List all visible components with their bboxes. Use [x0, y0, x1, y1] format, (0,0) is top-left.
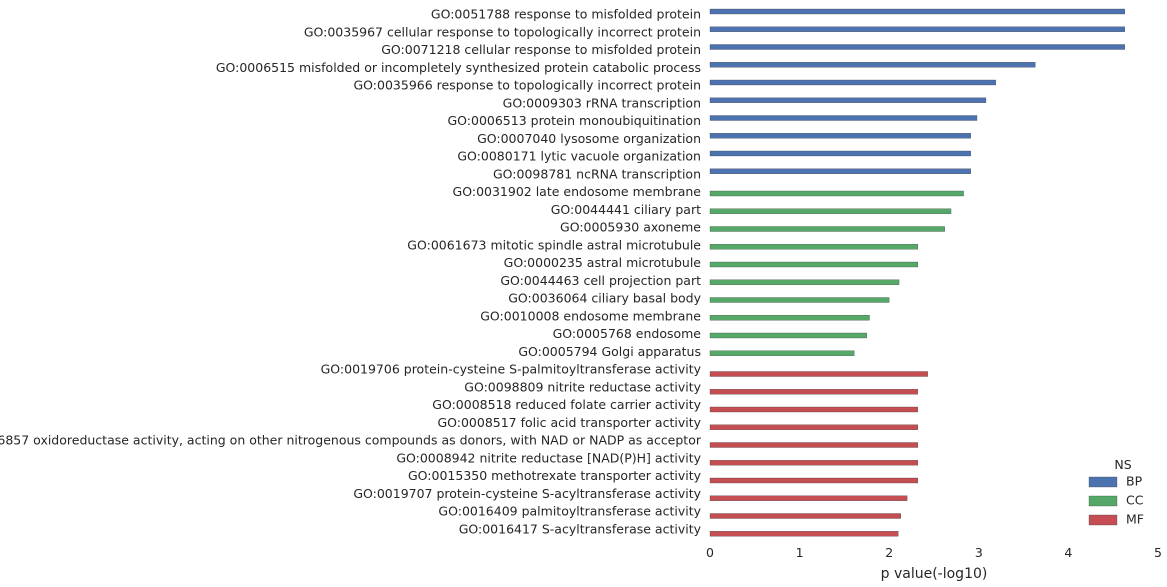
category-label: GO:0005930 axoneme	[560, 220, 701, 235]
bar-12	[709, 226, 945, 232]
category-label: GO:0044463 cell projection part	[500, 273, 701, 288]
x-tick-label: 1	[796, 545, 804, 560]
bar-28	[709, 513, 901, 519]
category-label: GO:0005768 endosome	[553, 326, 702, 341]
bar-24	[709, 442, 919, 448]
category-label: GO:0019707 protein-cysteine S-acyltransf…	[353, 486, 701, 501]
bar-16	[709, 297, 890, 303]
x-tick-label: 4	[1064, 545, 1072, 560]
category-label: GO:0000235 astral microtubule	[504, 255, 702, 270]
bar-19	[709, 350, 855, 356]
bar-26	[709, 477, 919, 484]
bar-9	[709, 168, 971, 174]
legend-swatch-cc	[1088, 495, 1118, 507]
bar-2	[709, 44, 1125, 50]
category-label: GO:0006515 misfolded or incompletely syn…	[216, 60, 701, 75]
category-label: GO:0015350 methotrexate transporter acti…	[408, 468, 702, 483]
bar-21	[709, 389, 919, 395]
category-label: GO:0035967 cellular response to topologi…	[304, 24, 701, 39]
category-label: GO:0008517 folic acid transporter activi…	[437, 415, 701, 430]
bar-3	[709, 62, 1036, 68]
legend-swatch-bp	[1088, 476, 1118, 488]
bar-20	[709, 371, 928, 377]
bar-11	[709, 208, 952, 214]
category-label: GO:0061673 mitotic spindle astral microt…	[407, 237, 701, 252]
x-tick-label: 2	[885, 545, 893, 560]
x-axis-title: p value(-log10)	[881, 566, 988, 582]
category-label: GO:0016417 S-acyltransferase activity	[459, 521, 702, 536]
bar-13	[709, 244, 919, 250]
bar-23	[709, 424, 919, 430]
bar-0	[709, 8, 1125, 15]
category-label: GO:0016409 palmitoyltransferase activity	[438, 504, 701, 519]
category-label: GO:0080171 lytic vacuole organization	[457, 149, 701, 164]
bar-7	[709, 133, 971, 139]
x-tick-label: 5	[1154, 545, 1162, 560]
legend-title: NS	[1114, 457, 1131, 472]
x-tick-label: 3	[975, 545, 983, 560]
bar-8	[709, 150, 971, 157]
category-labels-group: GO:0051788 response to misfolded protein…	[0, 7, 702, 537]
legend-label-mf: MF	[1126, 512, 1144, 527]
bar-22	[709, 406, 919, 413]
bar-29	[709, 531, 899, 537]
bar-5	[709, 97, 987, 103]
bar-6	[709, 115, 978, 121]
legend-label-cc: CC	[1126, 493, 1144, 508]
category-label: GO:0009303 rRNA transcription	[503, 95, 701, 110]
legend-label-bp: BP	[1126, 474, 1143, 489]
category-label: GO:0019706 protein-cysteine S-palmitoylt…	[321, 362, 702, 377]
category-label: GO:0010008 endosome membrane	[480, 308, 701, 323]
legend: NS BP CC MF	[1088, 457, 1144, 527]
bar-17	[709, 315, 870, 321]
category-label: GO:0098781 ncRNA transcription	[493, 166, 701, 181]
category-label: GO:0036064 ciliary basal body	[508, 291, 701, 306]
bar-27	[709, 495, 908, 501]
bar-15	[709, 279, 900, 285]
category-label: GO:0098809 nitrite reductase activity	[464, 379, 701, 394]
bar-1	[709, 26, 1125, 32]
category-label: GO:0044441 ciliary part	[551, 202, 701, 217]
category-label: GO:0005794 Golgi apparatus	[518, 344, 701, 359]
category-label: GO:0007040 lysosome organization	[477, 131, 701, 146]
legend-swatch-mf	[1088, 514, 1118, 526]
category-label: GO:0051788 response to misfolded protein	[431, 7, 701, 22]
category-label: GO:0035966 response to topologically inc…	[353, 78, 701, 93]
category-label: GO:0031902 late endosome membrane	[453, 184, 702, 199]
category-label: GO:0008942 nitrite reductase [NAD(P)H] a…	[396, 450, 701, 465]
bar-14	[709, 261, 919, 268]
bars-group	[709, 8, 1125, 537]
bar-4	[709, 79, 996, 86]
category-label: GO:0006513 protein monoubiquitination	[447, 113, 701, 128]
category-label: GO:0071218 cellular response to misfolde…	[381, 42, 701, 57]
bar-18	[709, 332, 867, 339]
bar-10	[709, 190, 964, 197]
x-tick-label: 0	[706, 545, 714, 560]
category-label: GO:0046857 oxidoreductase activity, acti…	[0, 433, 702, 448]
category-label: GO:0008518 reduced folate carrier activi…	[432, 397, 701, 412]
bar-25	[709, 460, 919, 466]
x-axis-ticks-group: 0 1 2 3 4 5	[706, 545, 1162, 560]
